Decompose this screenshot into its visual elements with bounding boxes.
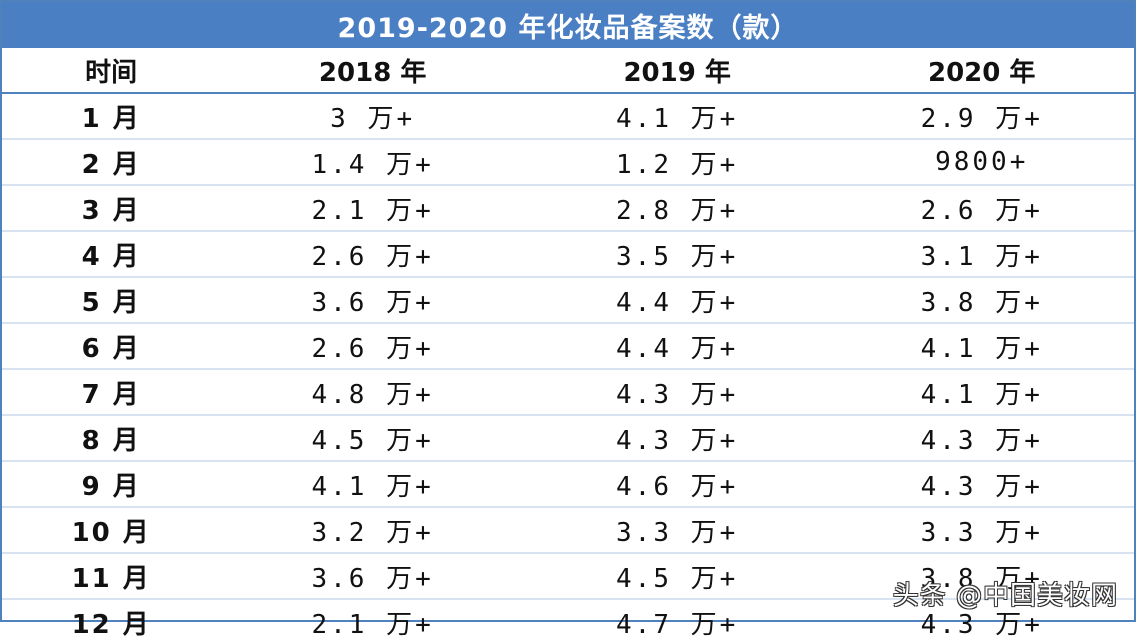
month-cell: 10 月 bbox=[2, 507, 221, 554]
table-row: 2 月 1.4 万+ 1.2 万+ 9800+ bbox=[2, 139, 1134, 186]
source-watermark: 头条 @中国美妆网 bbox=[892, 581, 1118, 611]
value-2019: 4.6 万+ bbox=[524, 461, 830, 508]
value-2019: 4.4 万+ bbox=[524, 277, 830, 324]
value-2020: 3.1 万+ bbox=[829, 231, 1134, 278]
value-2020: 4.3 万+ bbox=[829, 415, 1134, 462]
table-row: 5 月 3.6 万+ 4.4 万+ 3.8 万+ bbox=[2, 277, 1134, 324]
table-row: 9 月 4.1 万+ 4.6 万+ 4.3 万+ bbox=[2, 461, 1134, 508]
header-time: 时间 bbox=[2, 48, 221, 94]
header-2018: 2018 年 bbox=[220, 48, 525, 94]
value-2020: 3.8 万+ bbox=[829, 277, 1134, 324]
month-cell: 12 月 bbox=[71, 609, 151, 640]
month-cell: 6 月 bbox=[2, 323, 221, 370]
value-2020: 3.8 万+ bbox=[829, 553, 1134, 600]
month-cell: 5 月 bbox=[2, 277, 221, 324]
value-2020: 3.3 万+ bbox=[829, 507, 1134, 554]
value-2019: 4.4 万+ bbox=[524, 323, 830, 370]
value-2020: 4.1 万+ bbox=[829, 369, 1134, 416]
value-2019: 4.5 万+ bbox=[524, 553, 830, 600]
value-2019: 4.1 万+ bbox=[524, 93, 830, 140]
table-title: 2019-2020 年化妆品备案数（款） bbox=[2, 2, 1134, 48]
table-row: 11 月 3.6 万+ 4.5 万+ 3.8 万+ bbox=[2, 553, 1134, 600]
value-2018: 2.6 万+ bbox=[220, 231, 525, 278]
value-2018: 4.5 万+ bbox=[220, 415, 525, 462]
value-2020: 4.1 万+ bbox=[829, 323, 1134, 370]
value-2019: 2.8 万+ bbox=[524, 185, 830, 232]
value-2020: 2.6 万+ bbox=[829, 185, 1134, 232]
cosmetics-filing-table: 时间 2018 年 2019 年 2020 年 1 月 3 万+ 4.1 万+ … bbox=[2, 48, 1134, 644]
header-2020: 2020 年 bbox=[829, 48, 1134, 94]
value-2020: 2.9 万+ bbox=[829, 93, 1134, 140]
value-2020: 9800+ bbox=[829, 139, 1134, 186]
value-2018: 2.6 万+ bbox=[220, 323, 525, 370]
value-2018: 2.1 万+ bbox=[311, 609, 434, 640]
month-cell: 1 月 bbox=[2, 93, 221, 140]
table-row: 3 月 2.1 万+ 2.8 万+ 2.6 万+ bbox=[2, 185, 1134, 232]
value-2019: 3.3 万+ bbox=[524, 507, 830, 554]
value-2018: 4.1 万+ bbox=[220, 461, 525, 508]
value-2019: 3.5 万+ bbox=[524, 231, 830, 278]
value-2018: 3.6 万+ bbox=[220, 553, 525, 600]
month-cell: 2 月 bbox=[2, 139, 221, 186]
value-2018: 1.4 万+ bbox=[220, 139, 525, 186]
value-2018: 3.2 万+ bbox=[220, 507, 525, 554]
table-row: 6 月 2.6 万+ 4.4 万+ 4.1 万+ bbox=[2, 323, 1134, 370]
value-2019: 4.3 万+ bbox=[524, 369, 830, 416]
month-cell: 4 月 bbox=[2, 231, 221, 278]
month-cell: 9 月 bbox=[2, 461, 221, 508]
value-2019: 1.2 万+ bbox=[524, 139, 830, 186]
value-2018: 3 万+ bbox=[220, 93, 525, 140]
value-2018: 4.8 万+ bbox=[220, 369, 525, 416]
value-2018: 3.6 万+ bbox=[220, 277, 525, 324]
month-cell: 7 月 bbox=[2, 369, 221, 416]
header-row: 时间 2018 年 2019 年 2020 年 bbox=[2, 48, 1134, 94]
table-row: 1 月 3 万+ 4.1 万+ 2.9 万+ bbox=[2, 93, 1134, 140]
month-cell: 3 月 bbox=[2, 185, 221, 232]
table-row: 8 月 4.5 万+ 4.3 万+ 4.3 万+ bbox=[2, 415, 1134, 462]
month-cell: 11 月 bbox=[2, 553, 221, 600]
value-2019: 4.7 万+ bbox=[616, 609, 739, 640]
table-row: 4 月 2.6 万+ 3.5 万+ 3.1 万+ bbox=[2, 231, 1134, 278]
value-2019: 4.3 万+ bbox=[524, 415, 830, 462]
table-row: 7 月 4.8 万+ 4.3 万+ 4.1 万+ bbox=[2, 369, 1134, 416]
month-cell: 8 月 bbox=[2, 415, 221, 462]
table-row: 10 月 3.2 万+ 3.3 万+ 3.3 万+ bbox=[2, 507, 1134, 554]
header-2019: 2019 年 bbox=[524, 48, 830, 94]
value-2020: 4.3 万+ bbox=[829, 461, 1134, 508]
value-2018: 2.1 万+ bbox=[220, 185, 525, 232]
